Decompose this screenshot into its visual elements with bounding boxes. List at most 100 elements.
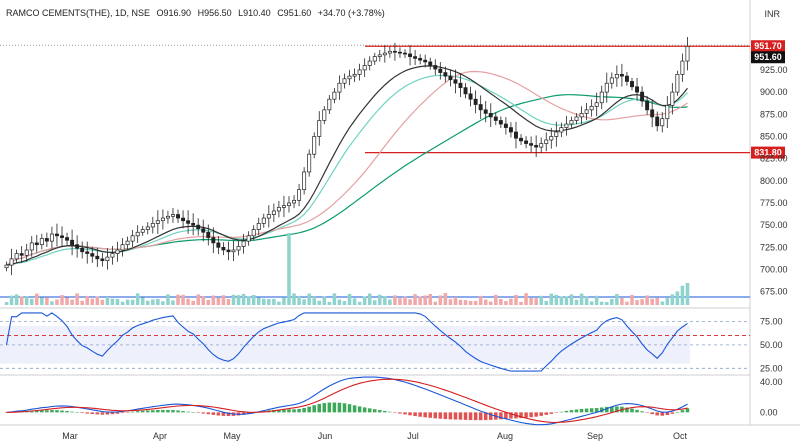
candle-body — [85, 251, 90, 254]
macd-histogram-bar — [650, 412, 654, 415]
last-price-badge — [751, 51, 785, 64]
volume-bar — [443, 293, 448, 305]
macd-histogram-bar — [176, 410, 180, 413]
volume-bar — [372, 300, 377, 305]
macd-histogram-bar — [584, 408, 589, 413]
candle-body — [524, 140, 529, 144]
candle-body — [130, 235, 135, 242]
volume-bar — [9, 295, 14, 305]
candle-body — [635, 86, 640, 93]
macd-histogram-bar — [70, 411, 74, 413]
volume-bar — [19, 296, 24, 305]
candle-body — [559, 127, 564, 133]
candle-body — [155, 220, 160, 224]
candle-body — [675, 74, 680, 93]
volume-bar — [236, 295, 241, 305]
open-value: O916.90 — [156, 8, 192, 18]
price-tick-label: 900.00 — [760, 87, 788, 97]
candle-body — [519, 137, 523, 142]
price-tick-label: 875.00 — [760, 109, 788, 119]
volume-bar — [4, 302, 9, 305]
candle-body — [140, 229, 145, 233]
macd-line — [6, 376, 688, 426]
volume-bar — [499, 299, 503, 305]
volume-bar — [196, 294, 200, 305]
macd-histogram-bar — [655, 412, 659, 416]
candle-body — [539, 143, 544, 148]
volume-bar — [256, 297, 261, 305]
volume-bar — [367, 293, 372, 305]
volume-bar — [599, 301, 604, 305]
volume-bar — [327, 301, 332, 305]
volume-bar — [211, 295, 216, 305]
volume-bar — [282, 297, 286, 305]
volume-bar — [408, 299, 412, 305]
candle-body — [544, 139, 549, 144]
candle-body — [630, 81, 634, 88]
candle-body — [226, 249, 231, 253]
macd-histogram-bar — [564, 410, 569, 413]
volume-bar — [509, 298, 513, 305]
price-tick-label: 925.00 — [760, 65, 788, 75]
macd-histogram-bar — [171, 410, 175, 413]
macd-histogram-bar — [408, 412, 412, 416]
volume-bar — [60, 295, 64, 305]
candle-body — [493, 116, 498, 121]
volume-bar — [362, 296, 367, 305]
candle-body — [110, 253, 115, 258]
volume-bar — [383, 296, 387, 305]
candle-body — [640, 91, 645, 102]
macd-histogram-bar — [45, 410, 49, 413]
macd-histogram-bar — [191, 412, 195, 413]
candle-body — [428, 61, 433, 66]
candle-body — [135, 231, 140, 237]
candle-body — [105, 256, 110, 261]
time-tick-label: Aug — [497, 431, 513, 441]
high-value: H956.50 — [197, 8, 232, 18]
volume-bar — [50, 301, 54, 305]
volume-bar — [100, 299, 105, 305]
candle-body — [488, 113, 493, 118]
macd-histogram-bar — [327, 402, 332, 413]
volume-bar — [95, 296, 100, 305]
macd-histogram-bar — [100, 412, 105, 415]
candle-body — [165, 215, 170, 219]
ema-50-line — [6, 94, 688, 266]
candle-body — [231, 249, 236, 253]
candle-body — [34, 242, 39, 246]
volume-bar — [70, 299, 74, 305]
volume-bar — [226, 299, 231, 305]
volume-bar — [564, 296, 569, 305]
volume-bar — [514, 294, 518, 305]
volume-bar — [458, 299, 463, 305]
candle-body — [44, 238, 49, 242]
volume-bar — [35, 293, 39, 305]
macd-histogram-bar — [287, 409, 291, 413]
macd-histogram-bar — [610, 406, 614, 413]
candle-body — [302, 171, 307, 191]
volume-bar — [267, 299, 271, 305]
price-tick-label: 775.00 — [760, 198, 788, 208]
volume-bar — [75, 293, 79, 305]
macd-histogram-bar — [665, 412, 670, 416]
macd-histogram-bar — [140, 410, 145, 413]
volume-bar — [135, 293, 140, 305]
macd-histogram-bar — [246, 412, 251, 414]
volume-bar — [145, 300, 150, 305]
macd-histogram-bar — [453, 412, 458, 420]
price-tick-label: 700.00 — [760, 265, 788, 275]
candle-body — [181, 217, 186, 222]
candle-body — [619, 74, 624, 77]
macd-histogram-bar — [75, 412, 79, 413]
macd-histogram-bar — [463, 412, 468, 420]
rsi-tick-label: 75.00 — [760, 316, 783, 326]
candle-body — [75, 244, 80, 249]
candle-body — [80, 247, 85, 253]
time-tick-label: Apr — [153, 431, 167, 441]
volume-bar — [549, 293, 554, 305]
macd-histogram-bar — [675, 411, 680, 413]
volume-bar — [125, 299, 130, 305]
candle-body — [357, 69, 362, 75]
